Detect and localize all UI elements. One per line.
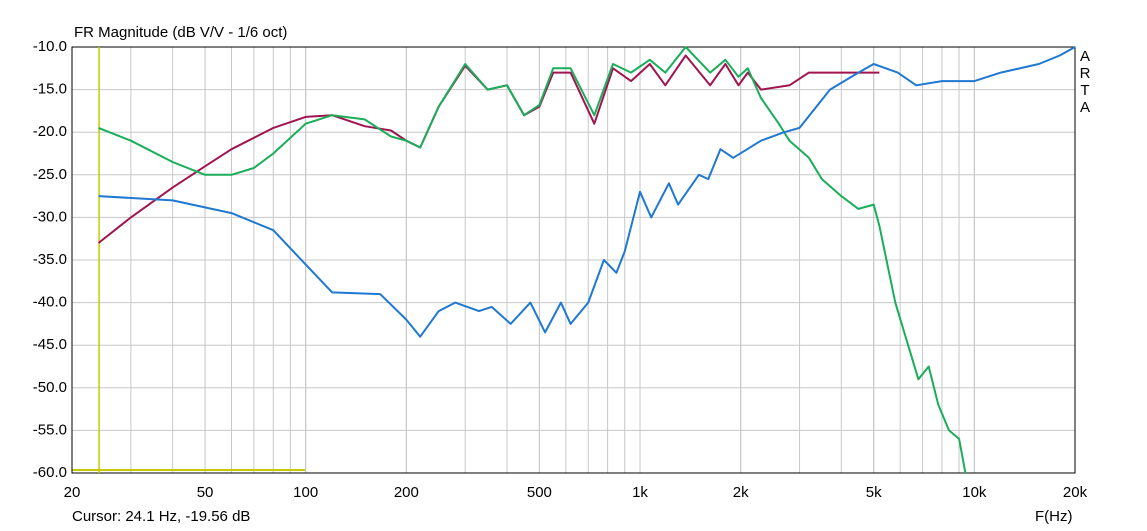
brand-letter: A [1080, 48, 1090, 65]
x-tick-label: 20k [1063, 484, 1088, 501]
y-tick-label: -20.0 [33, 123, 67, 140]
series-line [98, 46, 1076, 338]
x-tick-label: 200 [394, 484, 419, 501]
y-tick-label: -45.0 [33, 336, 67, 353]
chart-title: FR Magnitude (dB V/V - 1/6 oct) [74, 24, 287, 41]
x-tick-label: 2k [733, 484, 749, 501]
x-axis-label: F(Hz) [1035, 508, 1073, 525]
y-tick-label: -15.0 [33, 81, 67, 98]
x-tick-label: 50 [197, 484, 214, 501]
y-tick-label: -35.0 [33, 251, 67, 268]
y-tick-label: -40.0 [33, 294, 67, 311]
y-tick-label: -30.0 [33, 208, 67, 225]
series-line [98, 46, 967, 474]
x-tick-label: 500 [527, 484, 552, 501]
y-tick-label: -50.0 [33, 379, 67, 396]
cursor-readout: Cursor: 24.1 Hz, -19.56 dB [72, 508, 250, 525]
brand-letter: R [1080, 65, 1091, 82]
x-tick-label: 20 [64, 484, 81, 501]
y-tick-label: -60.0 [33, 464, 67, 481]
y-tick-label: -25.0 [33, 166, 67, 183]
y-tick-label: -10.0 [33, 38, 67, 55]
brand-letter: T [1080, 82, 1089, 99]
x-tick-label: 1k [632, 484, 648, 501]
series-line [97, 54, 880, 244]
brand-letter: A [1080, 99, 1090, 116]
x-tick-label: 100 [293, 484, 318, 501]
plot-frame [71, 46, 1076, 474]
plot-area [71, 46, 1076, 474]
y-tick-label: -55.0 [33, 421, 67, 438]
x-tick-label: 5k [866, 484, 882, 501]
x-tick-label: 10k [962, 484, 987, 501]
